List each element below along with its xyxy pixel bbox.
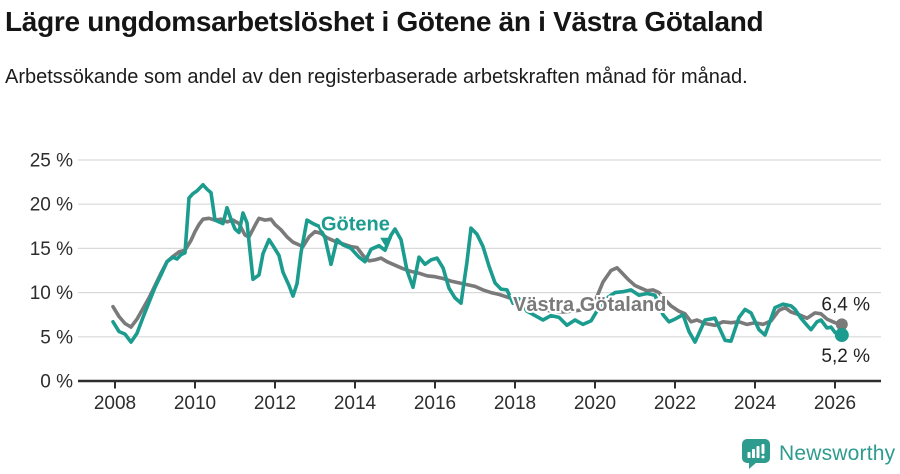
svg-text:2012: 2012 <box>254 393 296 414</box>
gridlines <box>78 159 881 338</box>
svg-text:25 %: 25 % <box>30 151 73 172</box>
end-value-g-tene: 5,2 % <box>821 346 870 367</box>
svg-text:2014: 2014 <box>334 393 377 414</box>
series-line-v-stra-g-taland <box>111 216 844 329</box>
svg-text:10 %: 10 % <box>30 283 73 304</box>
svg-text:15 %: 15 % <box>30 239 73 260</box>
svg-text:2018: 2018 <box>494 393 536 414</box>
x-axis: 2008 2010 2012 2014 2016 2018 2020 2022 2024 2026 <box>78 379 881 414</box>
series-line-g-tene <box>111 183 844 344</box>
svg-text:2022: 2022 <box>654 393 696 414</box>
y-axis-labels: 0 % 5 % 10 % 15 % 20 % 25 % <box>30 151 73 393</box>
svg-text:2026: 2026 <box>814 393 856 414</box>
chart-subtitle: Arbetssökande som andel av den registerb… <box>5 66 748 88</box>
svg-text:2008: 2008 <box>94 393 136 414</box>
svg-text:2024: 2024 <box>734 393 777 414</box>
chart-title: Lägre ungdomsarbetslöshet i Götene än i … <box>5 6 764 37</box>
svg-text:5 %: 5 % <box>40 327 73 348</box>
newsworthy-logo-icon <box>742 439 770 469</box>
brand-name: Newsworthy <box>779 441 896 465</box>
series-label-v-stra-g-taland: Västra Götaland <box>513 294 666 316</box>
series-pointer-icon-g-tene <box>380 237 393 248</box>
svg-text:2016: 2016 <box>414 393 456 414</box>
series-label-g-tene: Götene <box>321 214 390 236</box>
svg-text:0 %: 0 % <box>40 372 73 393</box>
svg-text:2010: 2010 <box>174 393 216 414</box>
end-dot-v-stra-g-taland <box>835 318 848 331</box>
end-dot-g-tene <box>834 328 849 343</box>
end-value-v-stra-g-taland: 6,4 % <box>821 294 870 315</box>
brand-footer: Newsworthy <box>740 437 895 470</box>
svg-text:20 %: 20 % <box>30 195 73 216</box>
svg-text:2020: 2020 <box>574 393 616 414</box>
